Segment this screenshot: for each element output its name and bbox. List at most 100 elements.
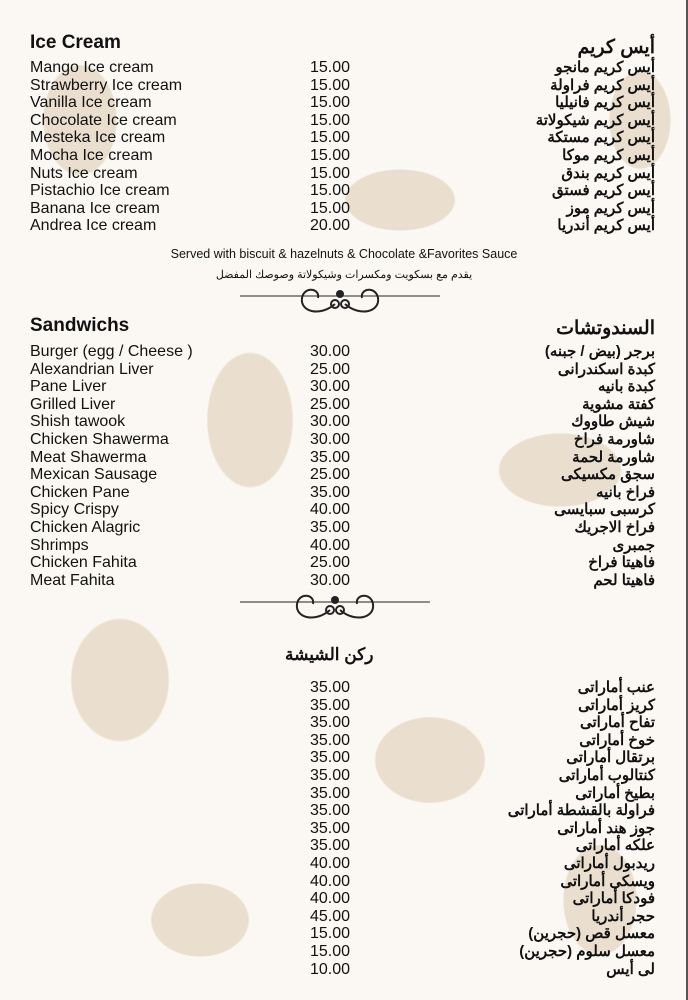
menu-item: Grilled Liver 25.00 كفتة مشوية bbox=[0, 396, 688, 414]
item-name-ar: شيش طاووك bbox=[571, 413, 655, 431]
item-name-ar: فاهيتا فراخ bbox=[588, 554, 655, 572]
shisha-title-ar: ركن الشيشة bbox=[285, 645, 374, 664]
item-name-ar: كريز أماراتى bbox=[578, 696, 655, 714]
item-name-ar: أيس كريم موكا bbox=[562, 147, 655, 164]
item-price: 40.00 bbox=[310, 536, 351, 554]
item-price: 10.00 bbox=[310, 960, 351, 978]
item-price: 35.00 bbox=[310, 483, 351, 501]
item-name-en: Meat Shawerma bbox=[30, 448, 147, 466]
menu-item: 35.00 علكه أماراتى bbox=[0, 837, 688, 855]
item-price: 30.00 bbox=[310, 571, 351, 589]
item-name-ar: كنتالوب أماراتى bbox=[558, 767, 655, 784]
menu-item: Nuts Ice cream 15.00 أيس كريم بندق bbox=[0, 165, 688, 183]
item-price: 30.00 bbox=[310, 343, 351, 360]
ice-cream-note-en: Served with biscuit & hazelnuts & Chocol… bbox=[170, 247, 518, 261]
item-name-en: Banana Ice cream bbox=[30, 199, 160, 217]
ornament-divider bbox=[240, 594, 430, 619]
item-name-ar: جمبرى bbox=[612, 536, 656, 554]
item-name-en: Chicken Fahita bbox=[30, 554, 137, 572]
sandwiches-title-en: Sandwichs bbox=[30, 315, 130, 336]
item-price: 40.00 bbox=[310, 501, 351, 519]
menu-item: Chicken Shawerma 30.00 شاورمة فراخ bbox=[0, 431, 688, 449]
item-price: 25.00 bbox=[310, 466, 351, 484]
menu-item: Shrimps 40.00 جمبرى bbox=[0, 537, 688, 555]
menu-item: 35.00 خوخ أماراتى bbox=[0, 732, 688, 750]
menu-item: Pistachio Ice cream 15.00 أيس كريم فستق bbox=[0, 182, 688, 200]
item-name-ar: علكه أماراتى bbox=[575, 837, 655, 855]
menu-item: 35.00 كريز أماراتى bbox=[0, 697, 688, 715]
item-name-ar: لى أيس bbox=[606, 960, 655, 978]
item-price: 15.00 bbox=[310, 94, 351, 112]
menu-item: 35.00 فراولة بالقشطة أماراتى bbox=[0, 802, 688, 820]
menu-item: 40.00 فودكا أماراتى bbox=[0, 890, 688, 908]
item-name-ar: أيس كريم موز bbox=[566, 199, 655, 217]
menu-item: 15.00 معسل قص (حجرين) bbox=[0, 925, 688, 943]
item-price: 35.00 bbox=[310, 519, 351, 536]
item-name-ar: سجق مكسيكى bbox=[561, 466, 655, 484]
menu-item: Chicken Alagric 35.00 فراخ الاجريك bbox=[0, 519, 688, 537]
item-name-ar: تفاح أماراتى bbox=[579, 714, 655, 732]
item-name-en: Chicken Pane bbox=[30, 483, 130, 501]
item-name-en: Mexican Sausage bbox=[30, 466, 158, 484]
item-price: 15.00 bbox=[310, 925, 351, 943]
menu-item: Burger (egg / Cheese ) 30.00 برجر (بيض / ج… bbox=[0, 343, 688, 361]
menu-item: Strawberry Ice cream 15.00 أيس كريم فراولة bbox=[0, 77, 688, 95]
item-price: 30.00 bbox=[310, 413, 351, 431]
item-name-ar: أيس كريم مانجو bbox=[555, 59, 655, 76]
item-price: 15.00 bbox=[310, 182, 351, 200]
menu-item: Chocolate Ice cream 15.00 أيس كريم شيكولات… bbox=[0, 112, 688, 130]
item-price: 35.00 bbox=[310, 714, 351, 732]
ice-cream-title-ar: أيس كريم bbox=[577, 37, 655, 58]
item-price: 15.00 bbox=[310, 111, 351, 129]
menu-item: Chicken Pane 35.00 فراخ بانيه bbox=[0, 484, 688, 502]
item-name-ar: فودكا أماراتى bbox=[572, 890, 655, 908]
item-price: 15.00 bbox=[310, 59, 351, 76]
item-name-ar: شاورمة فراخ bbox=[573, 431, 655, 448]
menu-item: Vanilla Ice cream 15.00 أيس كريم فانيليا bbox=[0, 94, 688, 112]
menu-item: 35.00 جوز هند أماراتى bbox=[0, 820, 688, 838]
menu-item: Alexandrian Liver 25.00 كبدة اسكندرانى bbox=[0, 361, 688, 379]
item-name-en: Pistachio Ice cream bbox=[30, 182, 170, 200]
item-price: 25.00 bbox=[310, 554, 351, 572]
item-name-ar: كرسبى سبايسى bbox=[554, 501, 655, 519]
item-price: 20.00 bbox=[310, 217, 351, 235]
item-price: 35.00 bbox=[310, 696, 351, 714]
item-name-ar: معسل قص (حجرين) bbox=[528, 925, 655, 943]
item-price: 35.00 bbox=[310, 731, 351, 749]
item-name-en: Strawberry Ice cream bbox=[30, 76, 183, 94]
menu-item: 40.00 ريدبول أماراتى bbox=[0, 855, 688, 873]
menu-item: Mocha Ice cream 15.00 أيس كريم موكا bbox=[0, 147, 688, 165]
item-name-en: Chocolate Ice cream bbox=[30, 111, 177, 129]
item-name-en: Chicken Alagric bbox=[30, 519, 141, 536]
item-name-en: Mango Ice cream bbox=[30, 59, 154, 76]
menu-item: 45.00 حجر أندريا bbox=[0, 908, 688, 926]
item-name-ar: أيس كريم بندق bbox=[561, 164, 655, 182]
item-name-en: Mocha Ice cream bbox=[30, 147, 153, 164]
item-price: 15.00 bbox=[310, 943, 351, 960]
item-price: 40.00 bbox=[310, 890, 351, 908]
menu-item: Spicy Crispy 40.00 كرسبى سبايسى bbox=[0, 501, 688, 519]
item-name-ar: برجر (بيض / جبنه) bbox=[544, 343, 655, 360]
menu-item: 35.00 عنب أماراتى bbox=[0, 679, 688, 697]
item-price: 15.00 bbox=[310, 76, 351, 94]
menu-item: Andrea Ice cream 20.00 أيس كريم أندريا bbox=[0, 217, 688, 235]
item-name-ar: خوخ أماراتى bbox=[579, 731, 655, 749]
item-name-ar: ريدبول أماراتى bbox=[563, 855, 655, 872]
item-name-en: Grilled Liver bbox=[30, 395, 116, 413]
item-name-en: Mesteka Ice cream bbox=[30, 129, 166, 147]
item-name-ar: كبدة بانيه bbox=[597, 378, 655, 396]
menu-item: 10.00 لى أيس bbox=[0, 961, 688, 979]
item-price: 35.00 bbox=[310, 784, 351, 802]
item-name-en: Meat Fahita bbox=[30, 571, 115, 589]
item-name-ar: معسل سلوم (حجرين) bbox=[519, 943, 655, 960]
menu-item: 35.00 بطيخ أماراتى bbox=[0, 785, 688, 803]
item-price: 40.00 bbox=[310, 855, 351, 872]
item-name-en: Shrimps bbox=[30, 536, 89, 554]
item-name-ar: أيس كريم فستق bbox=[552, 182, 655, 200]
item-name-ar: أيس كريم مستكة bbox=[547, 129, 655, 147]
item-name-ar: برتقال أماراتى bbox=[566, 749, 655, 767]
sandwiches-title-ar: السندوتشات bbox=[556, 318, 655, 339]
item-name-ar: فاهيتا لحم bbox=[593, 571, 655, 589]
item-price: 35.00 bbox=[310, 767, 351, 784]
